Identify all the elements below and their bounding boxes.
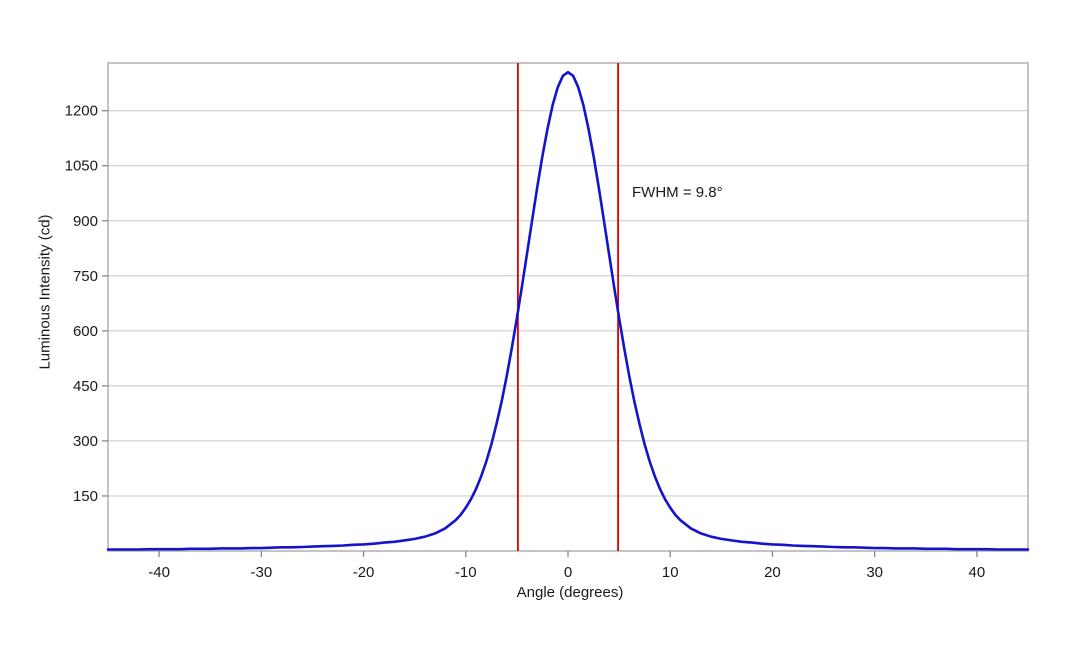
x-tick-label: -30 xyxy=(250,564,272,581)
x-tick-label: 10 xyxy=(662,564,679,581)
y-tick-label: 600 xyxy=(73,323,98,340)
y-tick-label: 1050 xyxy=(65,158,98,175)
x-axis-title: Angle (degrees) xyxy=(516,584,624,601)
y-tick-label: 450 xyxy=(73,378,98,395)
y-tick-label: 750 xyxy=(73,268,98,285)
plot-border xyxy=(107,62,1029,552)
fwhm-annotation: FWHM = 9.8° xyxy=(632,184,723,201)
x-tick-label: 40 xyxy=(969,564,986,581)
x-tick-label: 0 xyxy=(564,564,572,581)
x-tick-label: -10 xyxy=(455,564,477,581)
y-tick-label: 150 xyxy=(73,488,98,505)
intensity-curve xyxy=(106,70,1030,551)
y-axis-title: Luminous Intensity (cd) xyxy=(36,214,54,370)
y-tick-label: 300 xyxy=(73,433,98,450)
x-tick-label: -20 xyxy=(353,564,375,581)
x-tick-label: 30 xyxy=(866,564,883,581)
x-tick-label: 20 xyxy=(764,564,781,581)
y-tick-label: 900 xyxy=(73,213,98,230)
x-tick-label: -40 xyxy=(148,564,170,581)
y-tick-label: 1200 xyxy=(65,103,98,120)
